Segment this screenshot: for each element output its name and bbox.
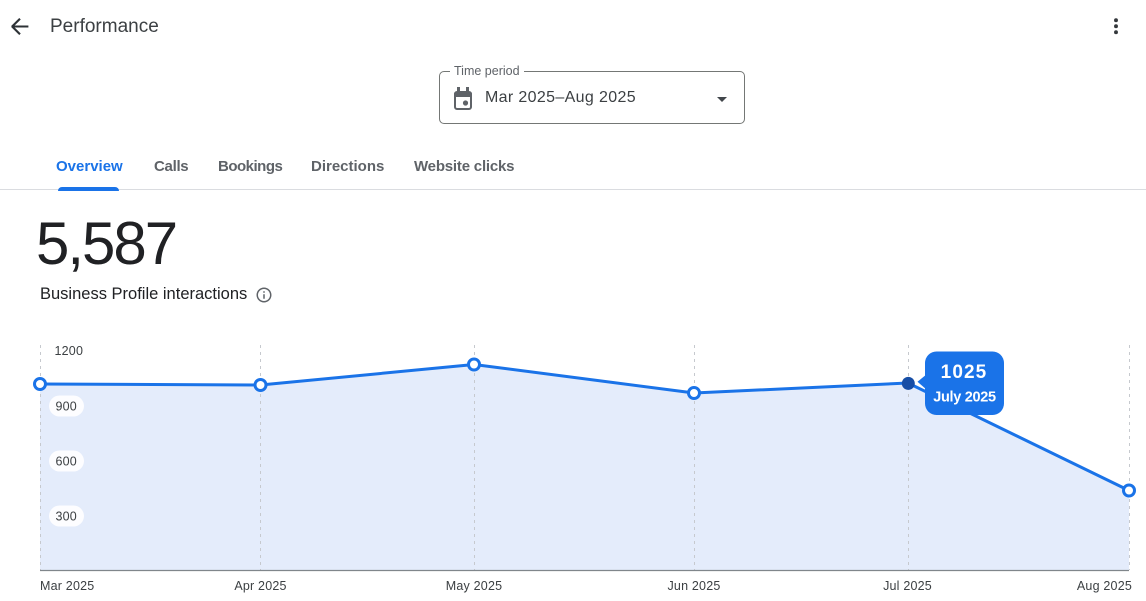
svg-text:Jul 2025: Jul 2025 [883,579,932,593]
svg-text:300: 300 [56,510,77,524]
svg-text:1025: 1025 [941,362,988,383]
svg-text:Mar 2025: Mar 2025 [40,579,94,593]
svg-text:Apr 2025: Apr 2025 [234,579,286,593]
svg-text:1200: 1200 [55,344,84,358]
svg-text:Aug 2025: Aug 2025 [1077,579,1132,593]
svg-text:July 2025: July 2025 [933,390,996,406]
svg-text:Jun 2025: Jun 2025 [667,579,720,593]
svg-text:600: 600 [56,455,77,469]
svg-text:900: 900 [56,400,77,414]
svg-text:May 2025: May 2025 [446,579,503,593]
